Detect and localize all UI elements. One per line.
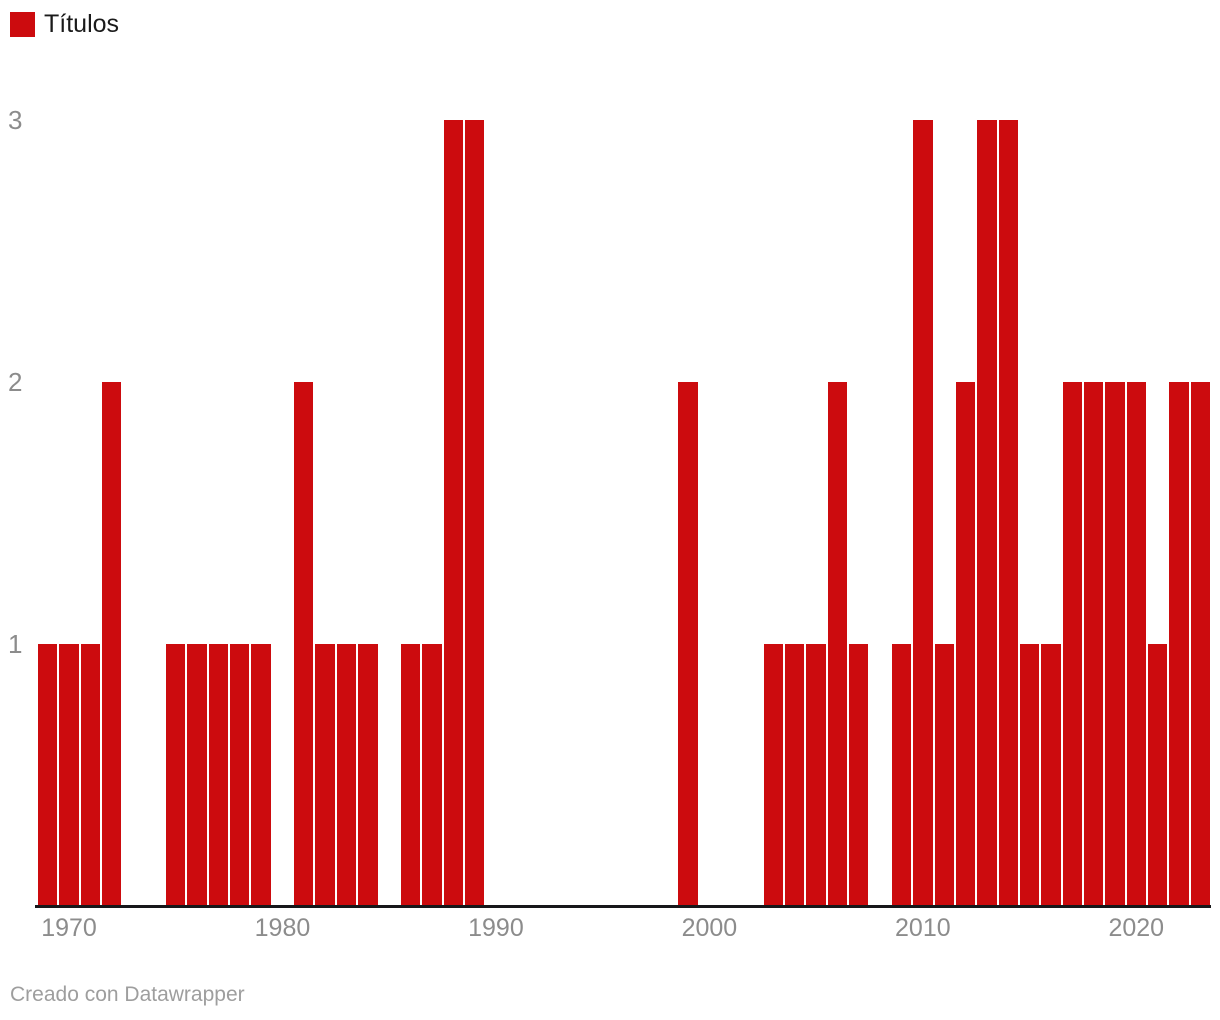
bar-1981[interactable]	[294, 382, 314, 906]
bar-2019[interactable]	[1105, 382, 1125, 906]
bar-2011[interactable]	[934, 644, 954, 906]
bar-1979[interactable]	[251, 644, 271, 906]
bar-2020[interactable]	[1126, 382, 1146, 906]
bar-1999[interactable]	[678, 382, 698, 906]
bar-2014[interactable]	[998, 120, 1018, 906]
bar-2018[interactable]	[1083, 382, 1104, 906]
bar-2012[interactable]	[955, 382, 976, 906]
legend-label: Títulos	[44, 10, 120, 38]
bar-2009[interactable]	[891, 644, 912, 906]
bar-2010[interactable]	[913, 120, 933, 906]
x-axis-label-2010: 2010	[895, 914, 951, 942]
x-axis-baseline	[35, 905, 1211, 908]
bar-1989[interactable]	[464, 120, 485, 906]
bar-2017[interactable]	[1062, 382, 1082, 906]
bar-2021[interactable]	[1147, 644, 1168, 906]
x-axis-label-2000: 2000	[681, 914, 738, 942]
bar-1976[interactable]	[187, 644, 207, 906]
bar-1978[interactable]	[230, 644, 250, 906]
bar-1988[interactable]	[443, 120, 463, 906]
x-axis-label-1980: 1980	[254, 914, 311, 942]
bar-1971[interactable]	[80, 644, 101, 906]
bar-1986[interactable]	[400, 644, 421, 906]
bar-1977[interactable]	[208, 644, 229, 906]
y-axis-label-2: 2	[8, 367, 23, 397]
bar-1975[interactable]	[166, 644, 186, 906]
bar-2016[interactable]	[1041, 644, 1061, 906]
legend-color-square-icon	[10, 12, 35, 37]
bar-1987[interactable]	[422, 644, 442, 906]
bar-2007[interactable]	[849, 644, 869, 906]
bar-2023[interactable]	[1190, 382, 1210, 906]
x-axis-label-1990: 1990	[468, 914, 524, 942]
bar-1982[interactable]	[315, 644, 335, 906]
bar-2013[interactable]	[977, 120, 997, 906]
x-axis-label-2020: 2020	[1108, 914, 1165, 942]
bar-1983[interactable]	[336, 644, 357, 906]
bar-1972[interactable]	[102, 382, 122, 906]
x-axis-label-1970: 1970	[41, 914, 97, 942]
bar-2006[interactable]	[827, 382, 848, 906]
y-axis-label-3: 3	[8, 105, 23, 135]
legend: Títulos	[10, 12, 119, 37]
bar-2005[interactable]	[806, 644, 826, 906]
bar-1984[interactable]	[358, 644, 378, 906]
bar-2004[interactable]	[785, 644, 805, 906]
bar-2015[interactable]	[1019, 644, 1040, 906]
y-axis-label-1: 1	[8, 629, 23, 659]
datawrapper-credit-link[interactable]: Creado con Datawrapper	[10, 983, 245, 1006]
bar-1970[interactable]	[59, 644, 79, 906]
bar-2003[interactable]	[763, 644, 784, 906]
bar-1969[interactable]	[38, 644, 58, 906]
bar-2022[interactable]	[1169, 382, 1189, 906]
